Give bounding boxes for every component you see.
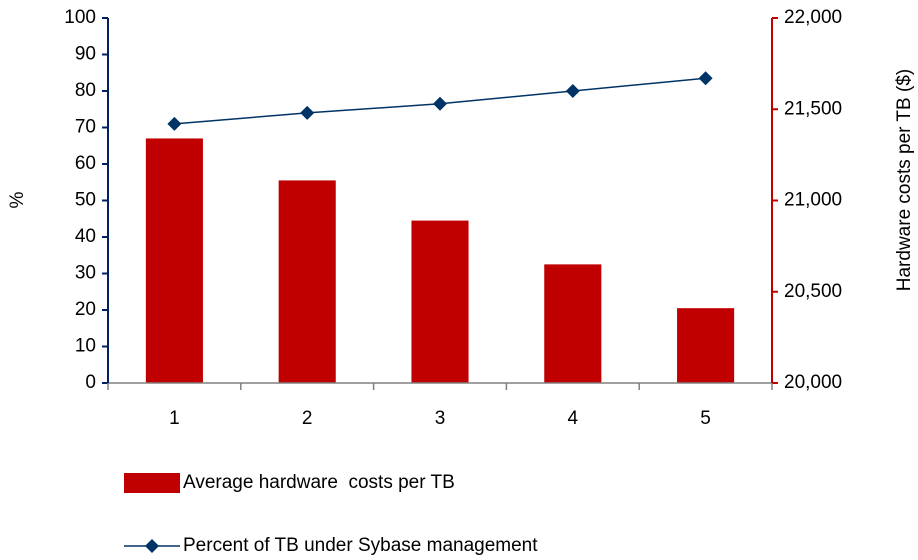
y-tick-label: 90 bbox=[75, 44, 96, 65]
line-marker bbox=[433, 96, 447, 111]
x-tick-label: 4 bbox=[568, 408, 579, 429]
x-tick-label: 1 bbox=[169, 408, 180, 429]
y2-tick-label: 21,000 bbox=[784, 190, 842, 211]
y-tick-label: 10 bbox=[75, 336, 96, 357]
y-tick-label: 70 bbox=[75, 117, 96, 138]
legend-marker bbox=[145, 539, 159, 553]
y-tick-label: 80 bbox=[75, 80, 96, 101]
legend-label: Percent of TB under Sybase management bbox=[183, 535, 538, 556]
y-tick-label: 0 bbox=[85, 372, 96, 393]
y-tick-label: 60 bbox=[75, 153, 96, 174]
line-marker bbox=[167, 116, 182, 131]
bar bbox=[278, 180, 336, 383]
y2-axis-label: Hardware costs per TB ($) bbox=[894, 69, 915, 291]
line-marker bbox=[565, 84, 580, 98]
y-tick-label: 30 bbox=[75, 263, 96, 284]
bar bbox=[411, 220, 469, 383]
x-tick-label: 2 bbox=[302, 408, 313, 429]
bar bbox=[145, 138, 203, 383]
y2-tick-label: 22,000 bbox=[784, 7, 842, 28]
line-marker bbox=[698, 71, 713, 86]
y2-tick-label: 20,500 bbox=[784, 281, 842, 302]
y2-tick-label: 20,000 bbox=[784, 372, 842, 393]
y2-tick-label: 21,500 bbox=[784, 98, 842, 119]
y-tick-label: 40 bbox=[75, 226, 96, 247]
x-tick-label: 5 bbox=[700, 408, 711, 429]
bar bbox=[544, 264, 602, 383]
bar bbox=[677, 308, 735, 383]
y-tick-label: 100 bbox=[64, 7, 96, 28]
legend-swatch bbox=[124, 473, 180, 493]
line-marker bbox=[300, 105, 315, 120]
y-axis-label: % bbox=[7, 191, 28, 208]
y-tick-label: 20 bbox=[75, 299, 96, 320]
y-tick-label: 50 bbox=[75, 190, 96, 211]
x-tick-label: 3 bbox=[435, 408, 446, 429]
legend-label: Average hardware costs per TB bbox=[183, 472, 455, 493]
